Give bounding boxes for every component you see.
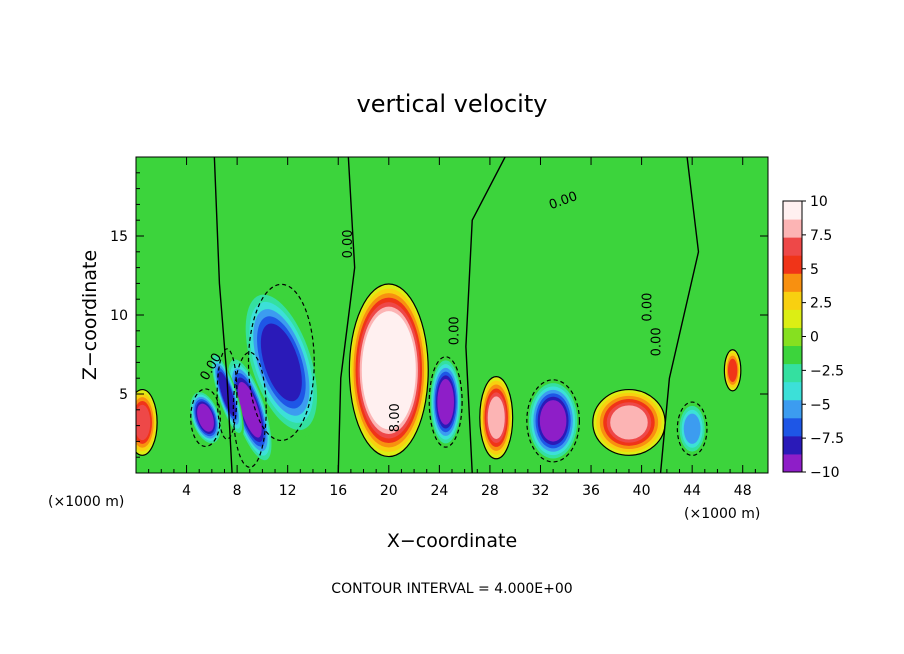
feature-contour (676, 401, 708, 457)
zero-contour (213, 157, 233, 473)
colorbar-swatch (783, 273, 802, 292)
feature-contour (428, 356, 463, 448)
colorbar-tick-label: −2.5 (810, 363, 844, 379)
chart-title: vertical velocity (357, 90, 548, 118)
contour-lines (136, 157, 742, 473)
x-tick-label: 44 (683, 483, 701, 499)
x-tick-label: 20 (380, 483, 398, 499)
feature-contour (348, 283, 429, 458)
y-tick-label: 10 (110, 308, 128, 324)
colorbar-swatch (783, 417, 802, 437)
y-tick-label: 5 (119, 387, 128, 403)
colorbar-swatch (783, 237, 802, 256)
field-band-downdraft (260, 323, 302, 402)
field-band-downdraft (683, 413, 701, 444)
zero-contour (465, 157, 506, 473)
feature-contour (592, 388, 666, 456)
x-tick-label: 8 (233, 483, 242, 499)
contour-label: 0.00 (650, 327, 665, 356)
x-unit-right: (×1000 m) (684, 506, 760, 522)
x-tick-label: 32 (532, 483, 550, 499)
field-band-downdraft (237, 382, 262, 438)
x-tick-label: 4 (182, 483, 191, 499)
colorbar-swatch (783, 201, 802, 220)
x-unit-left: (×1000 m) (48, 494, 124, 510)
colorbar-tick-label: −10 (810, 465, 840, 481)
colorbar-tick-label: 2.5 (810, 296, 832, 312)
contour-label: 8.00 (388, 403, 403, 432)
feature-contour (136, 388, 158, 456)
colorbar-swatch (783, 399, 802, 419)
field-band-downdraft (197, 403, 214, 432)
x-tick-label: 12 (279, 483, 297, 499)
y-axis-label: Z−coordinate (79, 250, 101, 380)
field-band-downdraft (218, 371, 236, 417)
contour-label: 0.00 (341, 229, 356, 258)
colorbar-tick-label: −7.5 (810, 431, 844, 447)
zero-contour (337, 157, 356, 473)
feature-contour (216, 348, 238, 440)
colorbar-swatch (783, 255, 802, 274)
x-tick-label: 48 (734, 483, 752, 499)
field-band-updraft (487, 396, 505, 440)
feature-contour (232, 351, 267, 468)
colorbar-tick-label: 0 (810, 330, 819, 346)
colorbar-tick-label: 5 (810, 262, 819, 278)
y-tick-label: 15 (110, 229, 128, 245)
colorbar-tick-label: 7.5 (810, 228, 832, 244)
field-band-downdraft (437, 379, 454, 425)
field-band-updraft (370, 329, 408, 412)
field-band-updraft (136, 404, 151, 441)
field-band-updraft (727, 358, 738, 382)
x-tick-label: 16 (329, 483, 347, 499)
x-tick-label: 36 (582, 483, 600, 499)
colorbar-swatch (783, 453, 802, 473)
y-axis-ticks: 5 10 15 (110, 172, 768, 458)
colorbar-swatch (783, 435, 802, 455)
colorbar: 10 7.5 5 2.5 0 −2.5 −5 −7.5 −10 (782, 194, 844, 481)
colorbar-swatch (783, 219, 802, 238)
x-tick-label: 28 (481, 483, 499, 499)
colorbar-swatch (783, 363, 802, 383)
field-band-downdraft (539, 400, 567, 442)
field-band-updraft (610, 405, 648, 440)
contour-interval-note: CONTOUR INTERVAL = 4.000E+00 (331, 581, 572, 597)
colorbar-tick-label: −5 (810, 397, 831, 413)
colorbar-swatch (783, 309, 802, 328)
feature-contour (526, 379, 581, 463)
feature-contour (190, 388, 221, 448)
feature-contour (479, 376, 514, 460)
colorbar-swatch (783, 327, 802, 347)
x-tick-label: 24 (430, 483, 448, 499)
x-axis-label: X−coordinate (387, 530, 517, 552)
x-tick-label: 40 (633, 483, 651, 499)
feature-contour (247, 283, 315, 442)
colorbar-swatch (783, 291, 802, 310)
feature-contour (723, 349, 742, 392)
velocity-field (136, 157, 768, 473)
x-axis-ticks: 4 8 12 16 20 24 28 32 36 40 44 48 (148, 157, 756, 499)
colorbar-tick-label: 10 (810, 194, 828, 210)
colorbar-swatch (783, 381, 802, 401)
contour-label: 0.00 (641, 293, 656, 322)
contour-label: 0.00 (447, 316, 462, 345)
colorbar-swatch (783, 345, 802, 365)
